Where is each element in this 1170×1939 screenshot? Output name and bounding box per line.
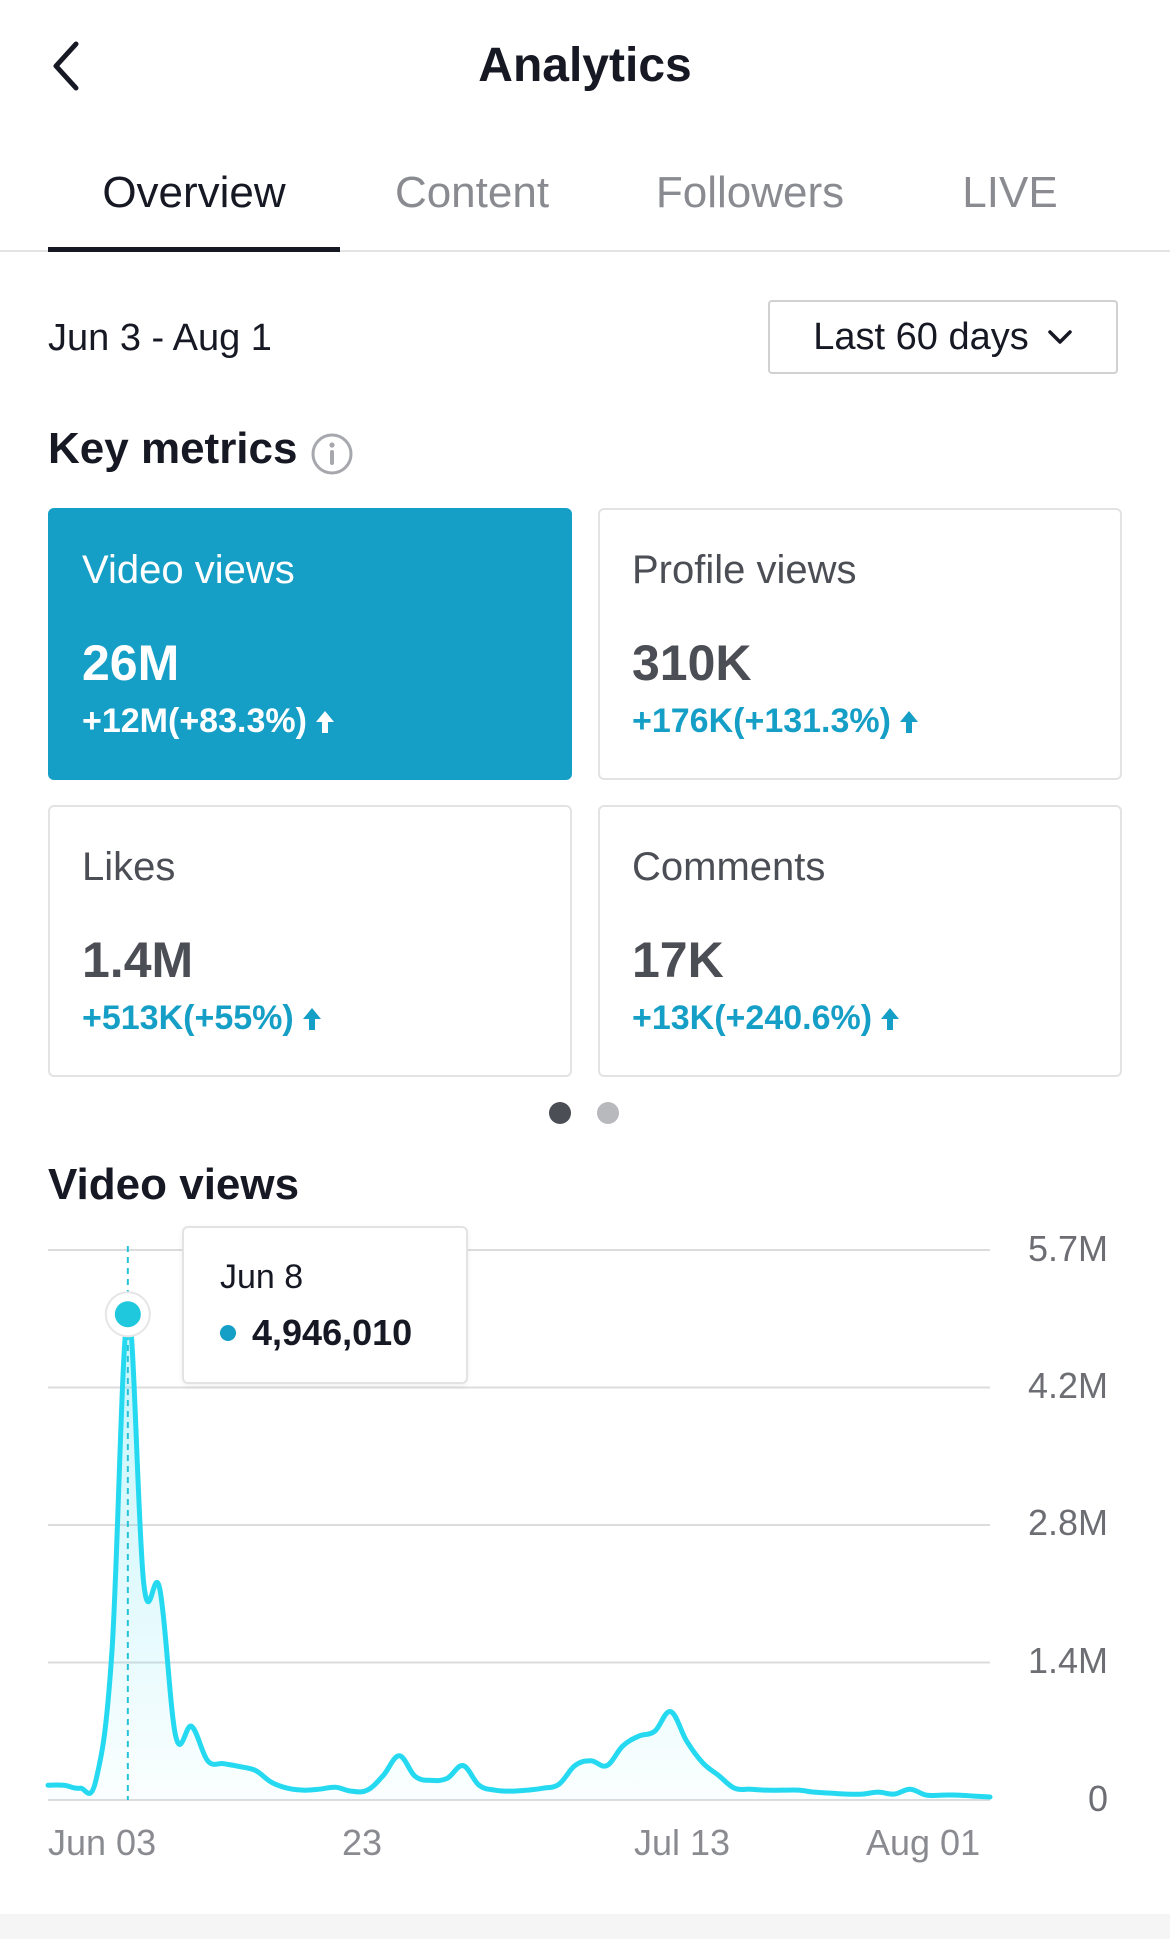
x-tick-label: Aug 01 [866, 1822, 981, 1863]
metric-card-profile-views[interactable]: Profile views 310K +176K(+131.3%) [598, 508, 1122, 780]
tooltip-value: 4,946,010 [252, 1312, 413, 1353]
y-tick-label: 0 [1087, 1778, 1108, 1819]
tab-overview[interactable]: Overview [102, 168, 286, 217]
metric-delta-text: +12M(+83.3%) [82, 702, 307, 740]
chart-tooltip: Jun 8 4,946,010 [182, 1226, 468, 1384]
y-tick-label: 5.7M [1027, 1228, 1108, 1269]
metric-label: Profile views [632, 548, 857, 592]
info-icon[interactable] [310, 432, 354, 481]
tab-content[interactable]: Content [394, 168, 550, 217]
metric-delta-text: +513K(+55%) [82, 999, 294, 1037]
metric-delta: +13K(+240.6%) [632, 999, 900, 1038]
metric-card-likes[interactable]: Likes 1.4M +513K(+55%) [48, 805, 572, 1077]
range-dropdown[interactable]: Last 60 days [768, 300, 1118, 374]
highlight-point-dot [114, 1301, 141, 1328]
tab-live[interactable]: LIVE [962, 168, 1058, 217]
chart-highlight-point [104, 1291, 151, 1338]
x-tick-label: Jul 13 [634, 1822, 731, 1863]
metric-card-video-views[interactable]: Video views 26M +12M(+83.3%) [48, 508, 572, 780]
metric-delta: +513K(+55%) [82, 999, 322, 1038]
chevron-down-icon [1047, 330, 1072, 344]
range-dropdown-value: Last 60 days [813, 315, 1029, 358]
page-title: Analytics [478, 39, 692, 92]
date-range-label: Jun 3 - Aug 1 [48, 317, 272, 359]
metric-delta-text: +13K(+240.6%) [632, 999, 873, 1037]
bottom-divider [0, 1914, 1170, 1939]
tab-followers[interactable]: Followers [655, 168, 845, 217]
series-dot-icon [220, 1325, 236, 1341]
metric-value: 17K [632, 932, 724, 988]
y-tick-label: 2.8M [1027, 1502, 1108, 1543]
metric-delta: +12M(+83.3%) [82, 702, 335, 741]
back-button[interactable] [40, 30, 92, 102]
arrow-up-icon [315, 710, 334, 733]
metric-value: 26M [82, 635, 180, 691]
key-metrics-title: Key metrics [48, 424, 298, 473]
tooltip-date: Jun 8 [220, 1258, 304, 1296]
metric-label: Likes [82, 845, 176, 889]
arrow-up-icon [302, 1007, 321, 1030]
chart-title: Video views [48, 1160, 300, 1209]
metric-card-comments[interactable]: Comments 17K +13K(+240.6%) [598, 805, 1122, 1077]
metric-value: 1.4M [82, 932, 194, 988]
tab-bar: Overview Content Followers LIVE [0, 140, 1170, 252]
arrow-up-icon [881, 1007, 900, 1030]
chart-area-fill [48, 1313, 990, 1800]
chevron-left-icon [53, 41, 79, 91]
tooltip-value-row: 4,946,010 [220, 1312, 412, 1354]
chart-series-line [45, 1311, 993, 1800]
y-tick-label: 1.4M [1027, 1640, 1108, 1681]
x-tick-label: Jun 03 [48, 1822, 157, 1863]
arrow-up-icon [899, 710, 918, 733]
page-dot-active[interactable] [549, 1102, 571, 1124]
active-tab-indicator [48, 247, 340, 252]
metric-label: Comments [632, 845, 826, 889]
page-dot[interactable] [597, 1102, 619, 1124]
video-views-chart[interactable] [0, 1220, 1170, 1880]
metric-label: Video views [82, 548, 295, 592]
x-tick-label: 23 [342, 1822, 383, 1863]
metric-delta-text: +176K(+131.3%) [632, 702, 891, 740]
metric-delta: +176K(+131.3%) [632, 702, 919, 741]
y-tick-label: 4.2M [1027, 1365, 1108, 1406]
metric-value: 310K [632, 635, 752, 691]
